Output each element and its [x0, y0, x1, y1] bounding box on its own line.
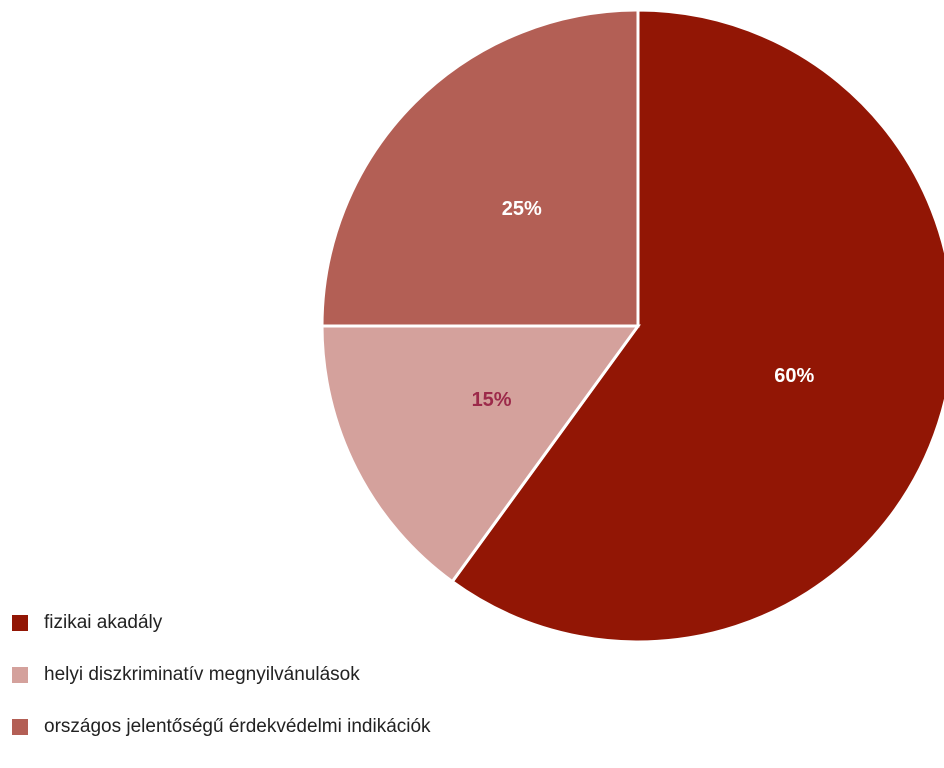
data-label-fizikai-akadaly: 60% — [774, 365, 814, 387]
pie-slice-helyi-diszkriminativ — [320, 324, 641, 584]
legend: fizikai akadály helyi diszkriminatív meg… — [12, 612, 431, 768]
legend-item-orszagos-jelentosegu: országos jelentőségű érdekvédelmi indiká… — [12, 716, 431, 738]
legend-swatch — [12, 719, 28, 735]
legend-item-helyi-diszkriminativ: helyi diszkriminatív megnyilvánulások — [12, 664, 431, 686]
legend-label: országos jelentőségű érdekvédelmi indiká… — [44, 716, 431, 737]
legend-label: fizikai akadály — [44, 612, 163, 633]
legend-item-fizikai-akadaly: fizikai akadály — [12, 612, 431, 634]
legend-swatch — [12, 667, 28, 683]
pie-slice-fizikai-akadaly — [450, 8, 944, 644]
legend-label: helyi diszkriminatív megnyilvánulások — [44, 664, 360, 685]
data-label-helyi-diszkriminativ: 15% — [472, 389, 512, 411]
pie-slice-orszagos-jelentosegu — [320, 8, 640, 328]
pie-chart: 60% 15% 25% — [320, 8, 944, 644]
legend-swatch — [12, 615, 28, 631]
data-label-orszagos-jelentosegu: 25% — [502, 198, 542, 220]
